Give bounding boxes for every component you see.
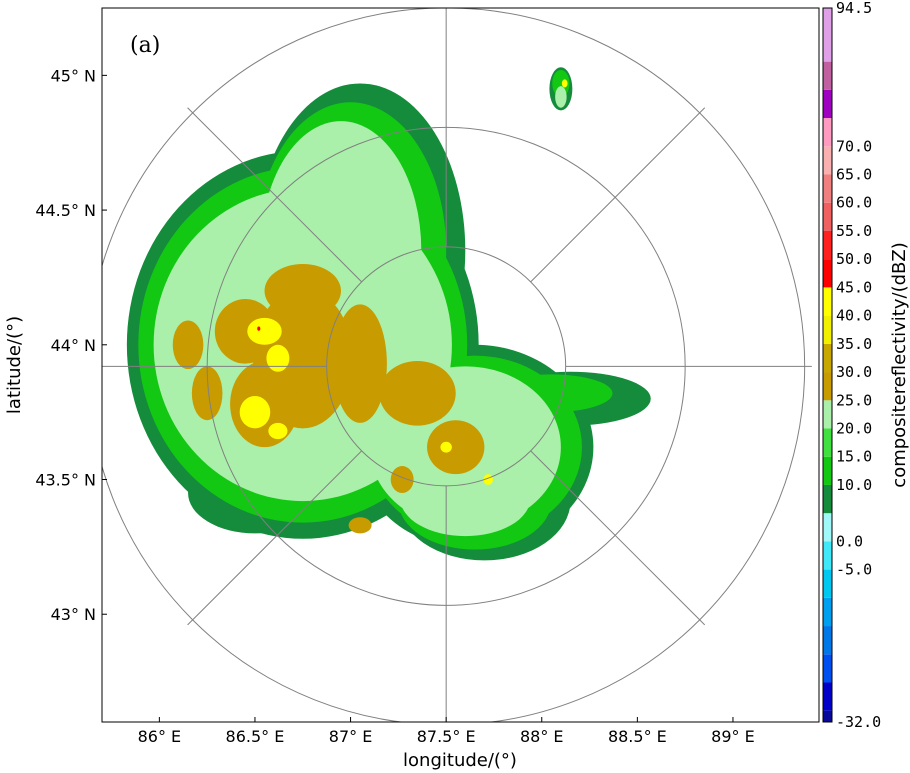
colorbar-segment: [823, 174, 832, 203]
colorbar-segment: [823, 8, 832, 62]
colorbar-tick-label: 40.0: [836, 307, 872, 325]
y-axis-label: latitude/(°): [4, 316, 25, 414]
echo-cell: [561, 79, 568, 88]
x-axis-ticks: 86° E 86.5° E 87° E 87.5° E 88° E 88.5° E 89° …: [138, 717, 755, 746]
colorbar-tick-label: -5.0: [836, 561, 872, 579]
colorbar-segment: [823, 89, 832, 119]
colorbar-segment: [823, 315, 832, 344]
colorbar-segment: [823, 513, 832, 542]
radial-line: [530, 107, 706, 283]
reflectivity-echo-field: [126, 67, 651, 561]
colorbar-tick-label: 20.0: [836, 419, 872, 437]
colorbar-segment: [823, 428, 832, 457]
x-tick-label: 87° E: [329, 727, 373, 746]
colorbar-segment: [823, 372, 832, 401]
colorbar-segment: [823, 259, 832, 288]
colorbar-segment: [823, 400, 832, 429]
colorbar-tick-label: 60.0: [836, 194, 872, 212]
echo-layer-50dbz: [257, 326, 261, 331]
y-axis-ticks: 43° N 43.5° N 44° N 44.5° N 45° N: [35, 66, 107, 624]
colorbar-tick-label: 94.5: [836, 0, 872, 17]
colorbar-segment: [823, 202, 832, 231]
colorbar-frame: [822, 7, 833, 723]
echo-cell: [264, 263, 342, 318]
colorbar-segment: [823, 626, 832, 655]
echo-cell: [379, 360, 456, 426]
colorbar: [822, 7, 833, 723]
y-tick-label: 44° N: [51, 336, 96, 355]
panel-label: (a): [130, 33, 160, 58]
x-tick-label: 86.5° E: [226, 727, 285, 746]
colorbar-segment: [823, 710, 832, 722]
colorbar-segment: [823, 343, 832, 373]
echo-cell: [239, 395, 271, 429]
colorbar-segment: [823, 682, 832, 711]
echo-cell: [268, 422, 288, 440]
colorbar-segment: [823, 597, 832, 627]
radial-line: [187, 107, 363, 283]
colorbar-tick-label: 30.0: [836, 363, 872, 381]
x-tick-label: 89° E: [711, 727, 755, 746]
echo-cell: [555, 86, 567, 108]
echo-cell: [266, 344, 290, 372]
echo-cell: [390, 466, 414, 493]
colorbar-tick-label: 10.0: [836, 476, 872, 494]
echo-cell: [257, 326, 261, 331]
colorbar-segment: [823, 484, 832, 514]
colorbar-tick-label: 15.0: [836, 448, 872, 466]
colorbar-segment: [823, 456, 832, 485]
colorbar-segment: [823, 569, 832, 598]
colorbar-ticks: 94.5 70.0 65.0 60.0 55.0 50.0 45.0 40.0 35.0 30.0…: [836, 0, 881, 731]
colorbar-tick-label: 35.0: [836, 335, 872, 353]
colorbar-segment: [823, 146, 832, 175]
colorbar-segment: [823, 61, 832, 90]
colorbar-label: compositereflectivity/(dBZ): [889, 242, 910, 487]
y-tick-label: 43.5° N: [35, 471, 96, 490]
x-tick-label: 86° E: [138, 727, 182, 746]
x-axis-label: longitude/(°): [403, 750, 517, 771]
colorbar-segment: [823, 287, 832, 316]
y-tick-label: 45° N: [51, 66, 96, 85]
colorbar-tick-label: -32.0: [836, 713, 881, 731]
colorbar-tick-label: 0.0: [836, 532, 863, 550]
echo-cell: [191, 366, 223, 421]
echo-cell: [440, 441, 452, 453]
colorbar-tick-label: 65.0: [836, 166, 872, 184]
colorbar-segment: [823, 541, 832, 570]
radial-line: [187, 450, 363, 626]
radial-line: [530, 450, 706, 626]
radial-lines: [102, 8, 812, 722]
colorbar-segment: [823, 654, 832, 683]
y-tick-label: 44.5° N: [35, 201, 96, 220]
colorbar-tick-label: 45.0: [836, 278, 872, 296]
echo-cell: [427, 420, 485, 475]
colorbar-segment: [823, 230, 832, 260]
echo-cell: [400, 460, 531, 537]
echo-layer-35dbz: [239, 79, 568, 485]
colorbar-tick-label: 55.0: [836, 222, 872, 240]
x-tick-label: 87.5° E: [417, 727, 476, 746]
echo-cell: [333, 304, 387, 423]
y-tick-label: 43° N: [51, 605, 96, 624]
colorbar-tick-label: 50.0: [836, 250, 872, 268]
x-tick-label: 88° E: [520, 727, 564, 746]
colorbar-tick-label: 70.0: [836, 137, 872, 155]
colorbar-tick-label: 25.0: [836, 391, 872, 409]
x-tick-label: 88.5° E: [608, 727, 667, 746]
plot-frame: [101, 7, 820, 723]
echo-cell: [172, 320, 204, 370]
echo-cell: [247, 317, 282, 345]
echo-cell: [348, 517, 372, 534]
colorbar-segment: [823, 118, 832, 147]
